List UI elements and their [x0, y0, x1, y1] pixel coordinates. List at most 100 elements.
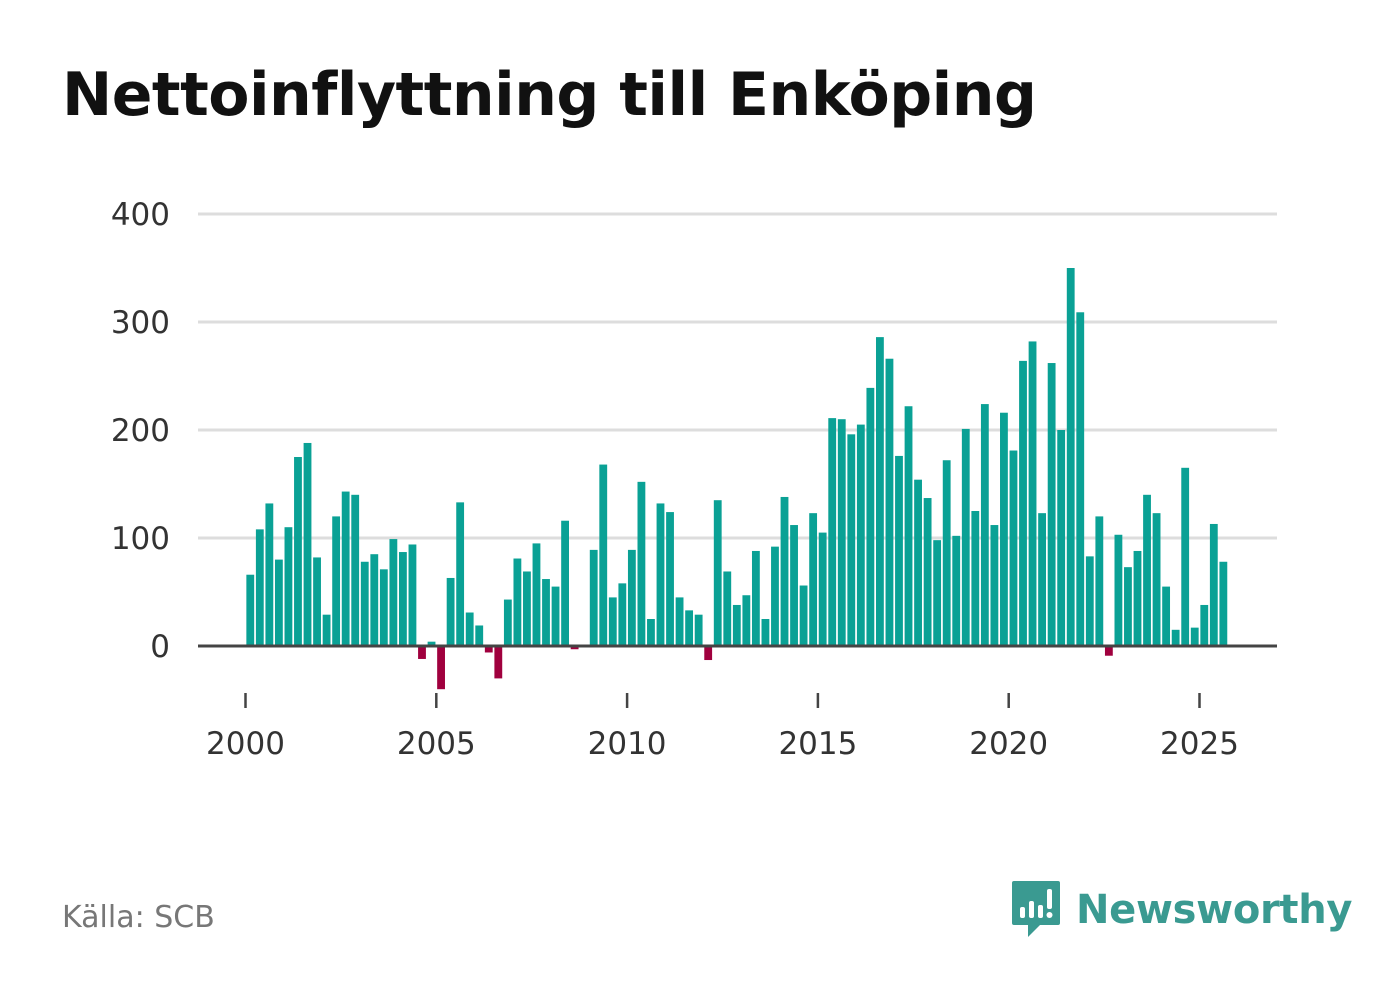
bar — [341, 491, 350, 646]
bar — [961, 428, 970, 646]
bar — [484, 646, 493, 653]
bar — [303, 442, 312, 646]
bar — [694, 614, 703, 646]
bar — [990, 525, 999, 646]
bar — [1143, 494, 1151, 646]
bar — [1133, 550, 1142, 646]
bar — [1095, 516, 1104, 646]
bar — [847, 434, 856, 646]
bar — [647, 619, 655, 646]
bar — [713, 500, 722, 646]
x-tick-label: 2000 — [206, 726, 285, 762]
bar — [828, 418, 837, 646]
bar — [837, 419, 846, 646]
chart-title: Nettoinflyttning till Enköping — [62, 60, 1037, 130]
bar — [418, 646, 426, 659]
bar — [551, 586, 560, 646]
x-tick-label: 2005 — [397, 726, 476, 762]
bar — [274, 559, 283, 646]
bar — [818, 532, 827, 646]
bar — [370, 554, 379, 646]
bar — [771, 546, 779, 646]
bar — [856, 424, 865, 646]
bar — [408, 544, 417, 646]
brand-logo: Newsworthy — [1010, 878, 1353, 942]
bar — [1181, 467, 1190, 646]
x-axis: 2000 2005 2010 2015 2020 2025 — [206, 693, 1239, 762]
bar — [1162, 586, 1171, 646]
bar — [780, 496, 789, 646]
bar — [532, 543, 541, 646]
bar — [799, 585, 808, 646]
bar — [389, 539, 398, 646]
bar — [875, 337, 884, 646]
bar — [895, 455, 903, 646]
bar — [980, 404, 989, 646]
bar — [1085, 556, 1094, 646]
bar — [732, 604, 741, 646]
bar — [255, 529, 264, 646]
bar — [952, 535, 961, 646]
bar — [437, 646, 445, 690]
bar — [790, 525, 798, 646]
bar — [523, 571, 531, 646]
bars — [246, 268, 1228, 690]
x-tick-label: 2025 — [1160, 726, 1239, 762]
x-tick-label: 2015 — [778, 726, 857, 762]
bar — [761, 619, 770, 646]
y-tick-label: 400 — [111, 197, 170, 233]
bar — [656, 503, 665, 646]
x-tick-label: 2010 — [588, 726, 667, 762]
bar — [1171, 629, 1180, 646]
bar — [1057, 430, 1066, 646]
bar — [351, 494, 360, 646]
y-tick-label: 0 — [150, 629, 170, 665]
bar — [379, 569, 388, 646]
bar — [1124, 567, 1132, 646]
bar — [704, 646, 713, 661]
bar — [589, 549, 598, 646]
bar — [503, 599, 512, 646]
bar — [751, 550, 760, 646]
bar — [637, 481, 646, 646]
bar — [265, 503, 274, 646]
bar — [1152, 513, 1161, 646]
bar — [1047, 363, 1056, 646]
bar — [933, 540, 942, 646]
bar — [666, 512, 674, 646]
bar — [398, 552, 407, 646]
bar — [542, 579, 550, 646]
source-label: Källa: SCB — [62, 900, 215, 935]
bar — [914, 479, 922, 646]
bar — [313, 557, 321, 646]
y-tick-label: 200 — [111, 413, 170, 449]
bar — [809, 513, 818, 646]
bar — [1200, 604, 1209, 646]
bar — [904, 406, 913, 646]
bar — [284, 527, 293, 646]
gridlines — [198, 212, 1277, 540]
bar — [599, 464, 608, 646]
bar — [742, 595, 751, 646]
bar — [1190, 627, 1199, 646]
bar — [246, 574, 255, 646]
bar — [1076, 312, 1085, 646]
bar — [570, 646, 579, 650]
newsworthy-logo-icon — [1012, 881, 1060, 937]
bar — [456, 502, 465, 646]
bar — [685, 610, 694, 646]
bar — [513, 558, 522, 646]
bar — [465, 612, 474, 646]
bar — [332, 516, 341, 646]
bar — [1038, 513, 1047, 646]
bar — [1219, 561, 1228, 646]
bar — [923, 498, 932, 646]
bar — [1104, 646, 1113, 656]
bar — [1009, 450, 1018, 646]
bar — [475, 625, 484, 646]
bar — [1114, 534, 1123, 646]
y-tick-label: 300 — [111, 305, 170, 341]
bar — [1028, 341, 1037, 646]
bar — [1019, 360, 1027, 646]
